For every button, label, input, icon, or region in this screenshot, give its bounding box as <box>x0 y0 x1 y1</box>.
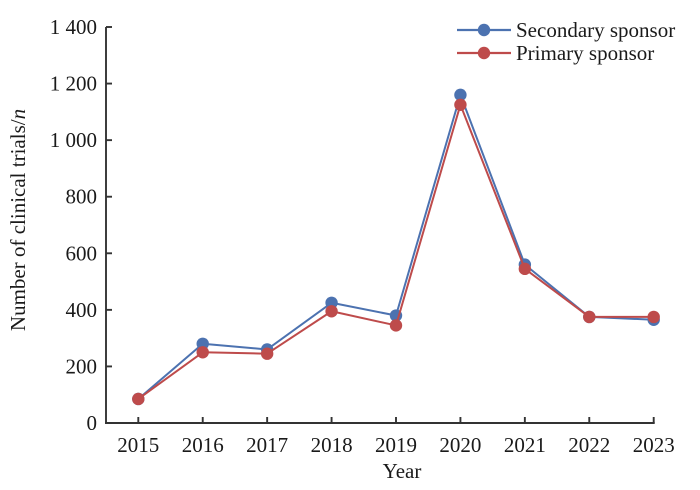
x-tick-label: 2021 <box>504 433 546 457</box>
y-tick-label: 1 400 <box>50 15 97 39</box>
data-point-primary-sponsor-2016 <box>196 346 209 359</box>
data-point-primary-sponsor-2020 <box>454 98 467 111</box>
x-tick-label: 2017 <box>246 433 288 457</box>
legend-marker-secondary-sponsor <box>477 23 491 37</box>
legend-label-primary-sponsor: Primary sponsor <box>516 41 654 65</box>
data-point-primary-sponsor-2018 <box>325 305 338 318</box>
y-tick-label: 400 <box>66 298 98 322</box>
y-tick-label: 800 <box>66 185 98 209</box>
data-point-secondary-sponsor-2018 <box>325 296 338 309</box>
y-tick-label: 0 <box>87 411 98 435</box>
x-tick-label: 2018 <box>311 433 353 457</box>
y-tick-label: 600 <box>66 241 98 265</box>
data-point-primary-sponsor-2015 <box>132 392 145 406</box>
series-secondary-sponsor <box>132 88 660 406</box>
legend-item-primary-sponsor: Primary sponsor <box>457 41 654 65</box>
data-point-primary-sponsor-2023 <box>647 310 660 324</box>
x-tick-label: 2016 <box>182 433 224 457</box>
data-point-primary-sponsor-2022 <box>583 310 596 324</box>
x-tick-label: 2015 <box>117 433 159 457</box>
y-tick-label: 200 <box>66 354 98 378</box>
data-point-primary-sponsor-2019 <box>389 319 403 332</box>
x-tick-label: 2019 <box>375 433 417 457</box>
x-tick-label: 2020 <box>439 433 481 457</box>
y-tick-label: 1 200 <box>50 72 97 96</box>
x-axis-title: Year <box>383 459 422 483</box>
data-point-secondary-sponsor-2016 <box>196 337 209 350</box>
data-point-secondary-sponsor-2020 <box>454 88 467 102</box>
series-primary-sponsor <box>132 98 660 406</box>
series-line-primary-sponsor <box>137 103 654 400</box>
data-point-primary-sponsor-2017 <box>260 347 274 360</box>
x-tick-label: 2023 <box>633 433 675 457</box>
legend-marker-primary-sponsor <box>477 46 491 60</box>
y-axis-title: Number of clinical trials/n <box>6 109 30 331</box>
x-tick-label: 2022 <box>568 433 610 457</box>
legend-label-secondary-sponsor: Secondary sponsor <box>516 18 675 42</box>
data-point-primary-sponsor-2021 <box>518 262 532 276</box>
legend-item-secondary-sponsor: Secondary sponsor <box>457 18 675 42</box>
y-tick-label: 1 000 <box>50 128 97 152</box>
